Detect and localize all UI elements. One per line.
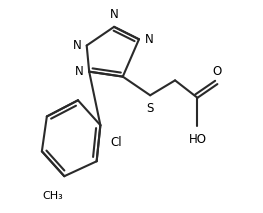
- Text: Cl: Cl: [110, 136, 122, 149]
- Text: N: N: [73, 39, 81, 52]
- Text: N: N: [75, 65, 84, 78]
- Text: O: O: [213, 65, 222, 78]
- Text: N: N: [110, 8, 118, 21]
- Text: HO: HO: [189, 133, 206, 146]
- Text: CH₃: CH₃: [43, 191, 63, 201]
- Text: S: S: [146, 102, 154, 115]
- Text: N: N: [144, 33, 153, 46]
